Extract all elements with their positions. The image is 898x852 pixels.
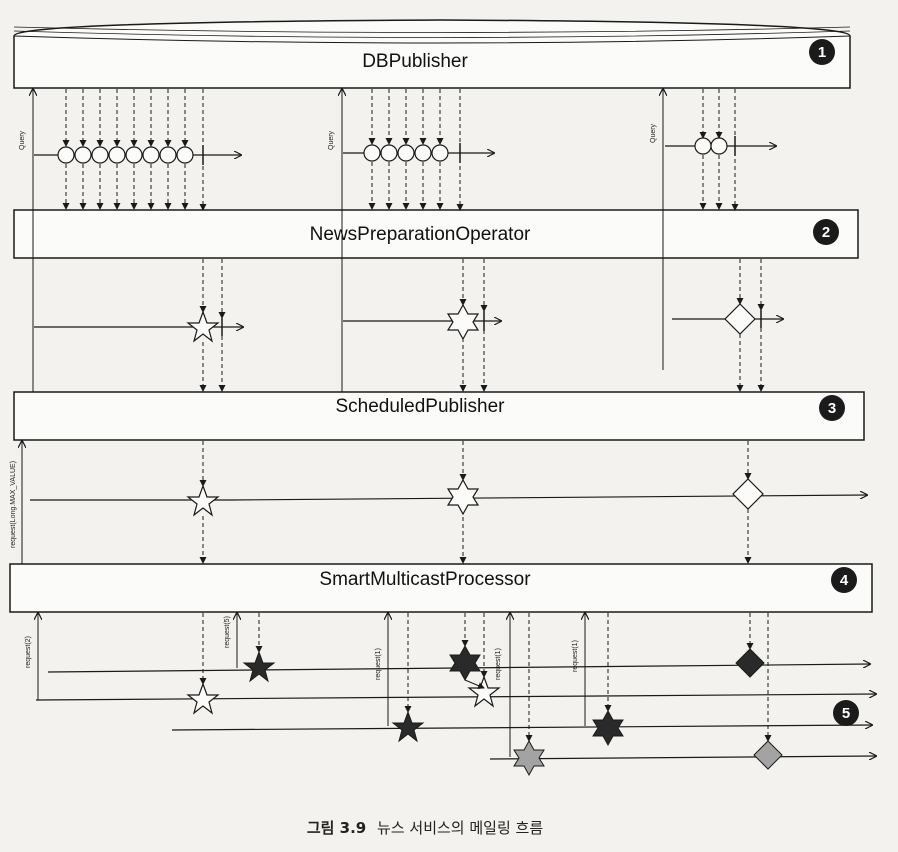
caption-prefix: 그림 3.9 bbox=[307, 819, 366, 837]
hexagram-element-filled bbox=[592, 709, 624, 747]
step-number: 1 bbox=[818, 44, 826, 61]
request-label: request(2) bbox=[25, 636, 32, 668]
diamond-element-gray bbox=[753, 740, 783, 770]
data-element-circle bbox=[694, 137, 712, 155]
stage-db-publisher: DBPublisher 1 bbox=[13, 19, 851, 89]
scheduled-timeline bbox=[30, 478, 867, 517]
data-element-circle bbox=[176, 146, 194, 164]
db-timelines bbox=[34, 136, 776, 165]
stage-label: ScheduledPublisher bbox=[335, 396, 505, 417]
scheduled-to-multicast-dashes bbox=[199, 441, 752, 564]
hexagram-element bbox=[446, 478, 480, 516]
stage-label: SmartMulticastProcessor bbox=[319, 569, 531, 590]
data-element-circle bbox=[414, 144, 432, 162]
star-element bbox=[186, 682, 220, 715]
data-element-circle bbox=[159, 146, 177, 164]
data-element-circle bbox=[431, 144, 449, 162]
multicast-to-subscriber-dashes bbox=[199, 613, 772, 742]
request-label: request(1) bbox=[495, 648, 502, 680]
step-badge bbox=[819, 395, 845, 421]
star-element-filled bbox=[391, 710, 425, 743]
star-element bbox=[186, 484, 220, 517]
step-number: 4 bbox=[840, 572, 849, 589]
data-element-circle bbox=[397, 144, 415, 162]
subscriber-timelines bbox=[35, 664, 876, 759]
step-badge bbox=[831, 567, 857, 593]
upward-request-lines bbox=[22, 89, 663, 757]
hexagram-element-filled bbox=[449, 644, 481, 682]
step-badge bbox=[809, 39, 835, 65]
step-number: 2 bbox=[822, 224, 830, 241]
diamond-element bbox=[724, 303, 756, 335]
step-badge bbox=[813, 219, 839, 245]
stage-news-preparation-operator: NewsPreparationOperator 2 bbox=[13, 209, 859, 259]
star-element bbox=[467, 675, 501, 708]
data-element-circle bbox=[108, 146, 126, 164]
hexagram-element bbox=[446, 303, 480, 341]
stage-label: DBPublisher bbox=[362, 51, 468, 72]
query-label: Query bbox=[328, 130, 335, 150]
figure-caption: 그림 3.9 뉴스 서비스의 메일링 흐름 bbox=[307, 819, 543, 837]
query-label: Query bbox=[19, 130, 26, 150]
query-label: Query bbox=[650, 123, 657, 143]
rotated-labels: Query Query Query request(Long.MAX_VALUE… bbox=[10, 123, 657, 680]
data-element-circle bbox=[57, 146, 75, 164]
diamond-element bbox=[732, 478, 764, 510]
data-element-circle bbox=[363, 144, 381, 162]
stage-label: NewsPreparationOperator bbox=[310, 224, 531, 245]
subscriber-elements bbox=[186, 644, 783, 777]
subscriber-badge: 5 bbox=[833, 700, 859, 726]
db-to-news-dashes bbox=[62, 89, 739, 211]
data-element-circle bbox=[380, 144, 398, 162]
request-max-label: request(Long.MAX_VALUE) bbox=[10, 461, 17, 548]
stage-scheduled-publisher: ScheduledPublisher 3 bbox=[13, 391, 865, 441]
data-element-circle bbox=[710, 137, 728, 155]
request-label: request(5) bbox=[224, 616, 231, 648]
data-element-circle bbox=[91, 146, 109, 164]
diamond-element-filled bbox=[735, 648, 765, 678]
news-to-scheduled-dashes bbox=[199, 259, 765, 392]
data-element-circle bbox=[142, 146, 160, 164]
step-number: 3 bbox=[828, 400, 836, 417]
stage-smart-multicast-processor: SmartMulticastProcessor 4 bbox=[9, 563, 873, 613]
step-number: 5 bbox=[842, 705, 850, 722]
request-label: request(1) bbox=[572, 640, 579, 672]
request-label: request(1) bbox=[375, 648, 382, 680]
star-element-filled bbox=[242, 650, 276, 683]
hexagram-element-gray bbox=[513, 739, 545, 777]
star-element bbox=[186, 310, 220, 343]
data-element-circle bbox=[74, 146, 92, 164]
caption-text: 뉴스 서비스의 메일링 흐름 bbox=[377, 819, 543, 837]
news-timelines bbox=[34, 303, 783, 343]
data-element-circle bbox=[125, 146, 143, 164]
